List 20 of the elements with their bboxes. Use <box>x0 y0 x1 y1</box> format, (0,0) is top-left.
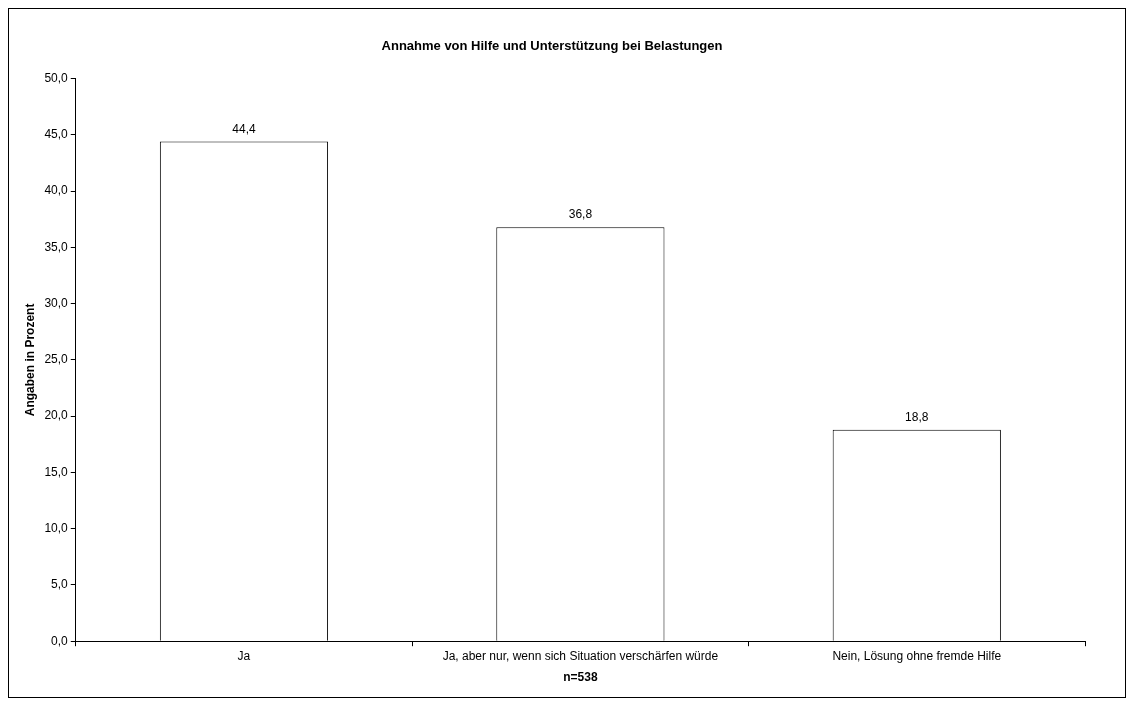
y-tick-label: 40,0 <box>44 183 69 198</box>
y-tick-label: 45,0 <box>44 127 69 142</box>
y-tick-label: 0,0 <box>51 633 69 648</box>
data-label: 36,8 <box>568 207 593 222</box>
data-label: 18,8 <box>905 409 929 424</box>
y-tick-label: 50,0 <box>44 70 69 85</box>
y-tick-label: 35,0 <box>44 239 69 254</box>
y-tick-label: 15,0 <box>44 464 69 479</box>
y-tick-label: 5,0 <box>51 577 69 592</box>
data-label: 44,4 <box>232 121 256 136</box>
x-tick-label: Ja <box>237 648 251 663</box>
y-tick-label: 25,0 <box>44 352 69 367</box>
y-tick-label: 10,0 <box>44 520 69 535</box>
x-tick-label: Nein, Lösung ohne fremde Hilfe <box>832 648 1002 663</box>
chart-title: Annahme von Hilfe und Unterstützung bei Belastungen <box>381 38 723 54</box>
y-axis-title: Angaben in Prozent <box>22 303 37 417</box>
y-tick-label: 20,0 <box>44 408 69 423</box>
x-axis-title: n=538 <box>563 670 598 685</box>
y-tick-label: 30,0 <box>44 295 69 310</box>
x-tick-label: Ja, aber nur, wenn sich Situation verschärfen würde <box>442 648 719 663</box>
